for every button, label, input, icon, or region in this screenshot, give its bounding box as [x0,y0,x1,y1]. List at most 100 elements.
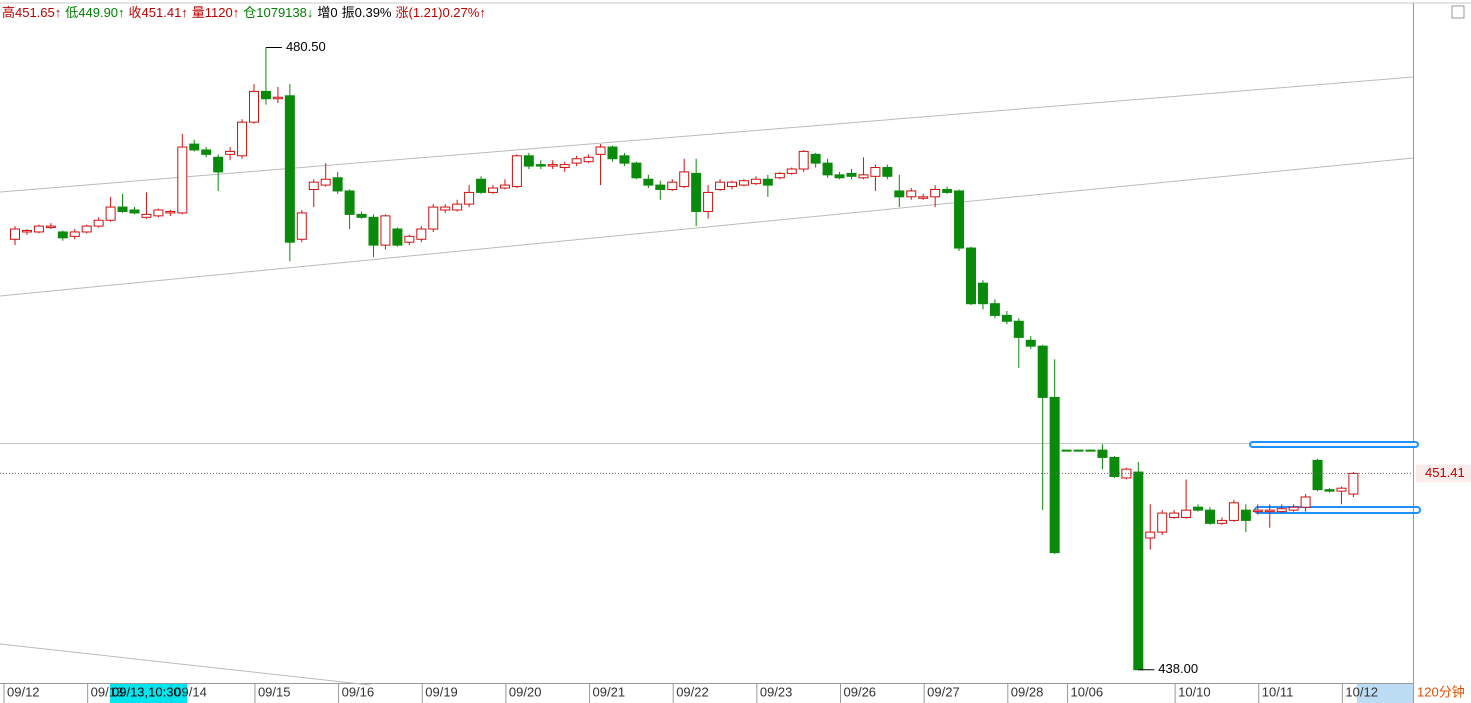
highlight-level[interactable] [1249,441,1419,448]
x-tick-label: 09/13 [91,684,124,699]
candle-body [1181,509,1192,518]
candle-body [1025,339,1036,347]
candle-body [667,181,678,190]
candle-body [272,96,283,100]
low-label: 438.00 [1158,661,1198,676]
candle-body [105,206,116,221]
last-price-box [1416,464,1471,483]
candle-body [21,229,32,233]
candle-body [1121,468,1132,479]
candle-body [1145,531,1156,539]
candle-body [858,174,869,179]
candle-body [404,235,415,243]
candle-body [368,216,379,246]
header-item: 高451.65↑ [2,5,61,20]
candle-body [631,162,642,179]
cursor-label: 09/13,10:30 [112,684,181,699]
header-item: 量1120↑ [192,5,239,20]
candle-body [380,215,391,246]
timeframe[interactable]: 120分钟 [1417,684,1465,699]
x-tick-label: 09/27 [927,684,960,699]
candle-body [499,184,510,189]
candle-body [571,158,582,164]
candle-body [1061,449,1072,452]
candle-body [1013,320,1024,338]
x-tick-label: 10/11 [1262,684,1294,699]
candle-body [846,172,857,177]
candle-body [1205,509,1215,524]
x-tick-label: 09/14 [174,684,207,699]
candle-body [1073,449,1084,452]
header-item: 涨(1.21)0.27%↑ [396,5,486,20]
candle-body [977,282,988,305]
candle-body [1324,489,1335,492]
candle-body [882,167,893,177]
candle-body [715,181,726,190]
header-item: 收451.41↑ [129,5,188,20]
candle-body [1001,314,1012,322]
candle-body [81,225,92,233]
candle-body [237,121,248,157]
candle-body [894,190,905,198]
candle-body [488,187,498,193]
candle-body [607,146,618,160]
candle-body [213,156,224,173]
candle-body [643,178,654,186]
x-tick-label: 10/06 [1071,684,1104,699]
header: 高451.65↑ 低449.90↑ 收451.41↑ 量1120↑ 仓1079138↓ 增… [2,5,486,20]
candle-body [93,219,104,227]
candle-body [416,228,427,240]
candle-body [1085,449,1096,452]
candle-body [1300,496,1311,508]
candle-body [774,172,785,179]
candle-body [786,168,797,174]
candle-body [1336,487,1347,492]
candle-body [1216,519,1227,524]
candle-body [1312,459,1323,491]
header-item: 振0.39% [342,5,392,20]
candle-body [703,191,714,212]
x-tick-label: 09/22 [676,684,709,699]
candle-body [1133,471,1144,671]
candle-body [1240,509,1251,521]
candle-body [296,212,307,240]
cursor-label-bg [110,684,187,703]
candle-body [1157,512,1168,533]
x-tick-label: 09/26 [844,684,877,699]
header-item: 低449.90↑ [65,5,124,20]
candle-body [906,190,917,198]
candle-body [727,181,737,188]
candle-body [595,146,606,155]
x-tick-label: 09/28 [1011,684,1044,699]
trend-line [0,76,1414,193]
candle-body [547,164,558,167]
candle-body [1264,509,1275,513]
candle-body [918,196,929,199]
candle-body [1097,449,1108,458]
candle-body [762,178,773,186]
panel-icon[interactable] [1451,5,1465,19]
candle-body [201,149,212,155]
candle-body [392,228,403,246]
candle-body [189,143,200,151]
candle-body [356,213,367,218]
trend-line [0,157,1414,297]
candle-body [870,167,881,177]
last-price-label: 451.41 [1425,465,1465,480]
x-tick-label: 09/20 [509,684,542,699]
candle-body [1193,506,1204,511]
candle-body [45,225,56,229]
candle-body [165,210,176,214]
candle-body [177,146,188,214]
candle-body [810,153,821,164]
high-label: 480.50 [286,39,326,54]
candle-body [129,209,140,214]
candle-body [1109,456,1120,477]
candle-body [308,181,319,190]
candle-body [249,90,259,123]
candle-body [930,188,941,198]
candle-body [476,178,487,193]
candle-body [1228,502,1239,521]
candle-body [750,178,761,185]
